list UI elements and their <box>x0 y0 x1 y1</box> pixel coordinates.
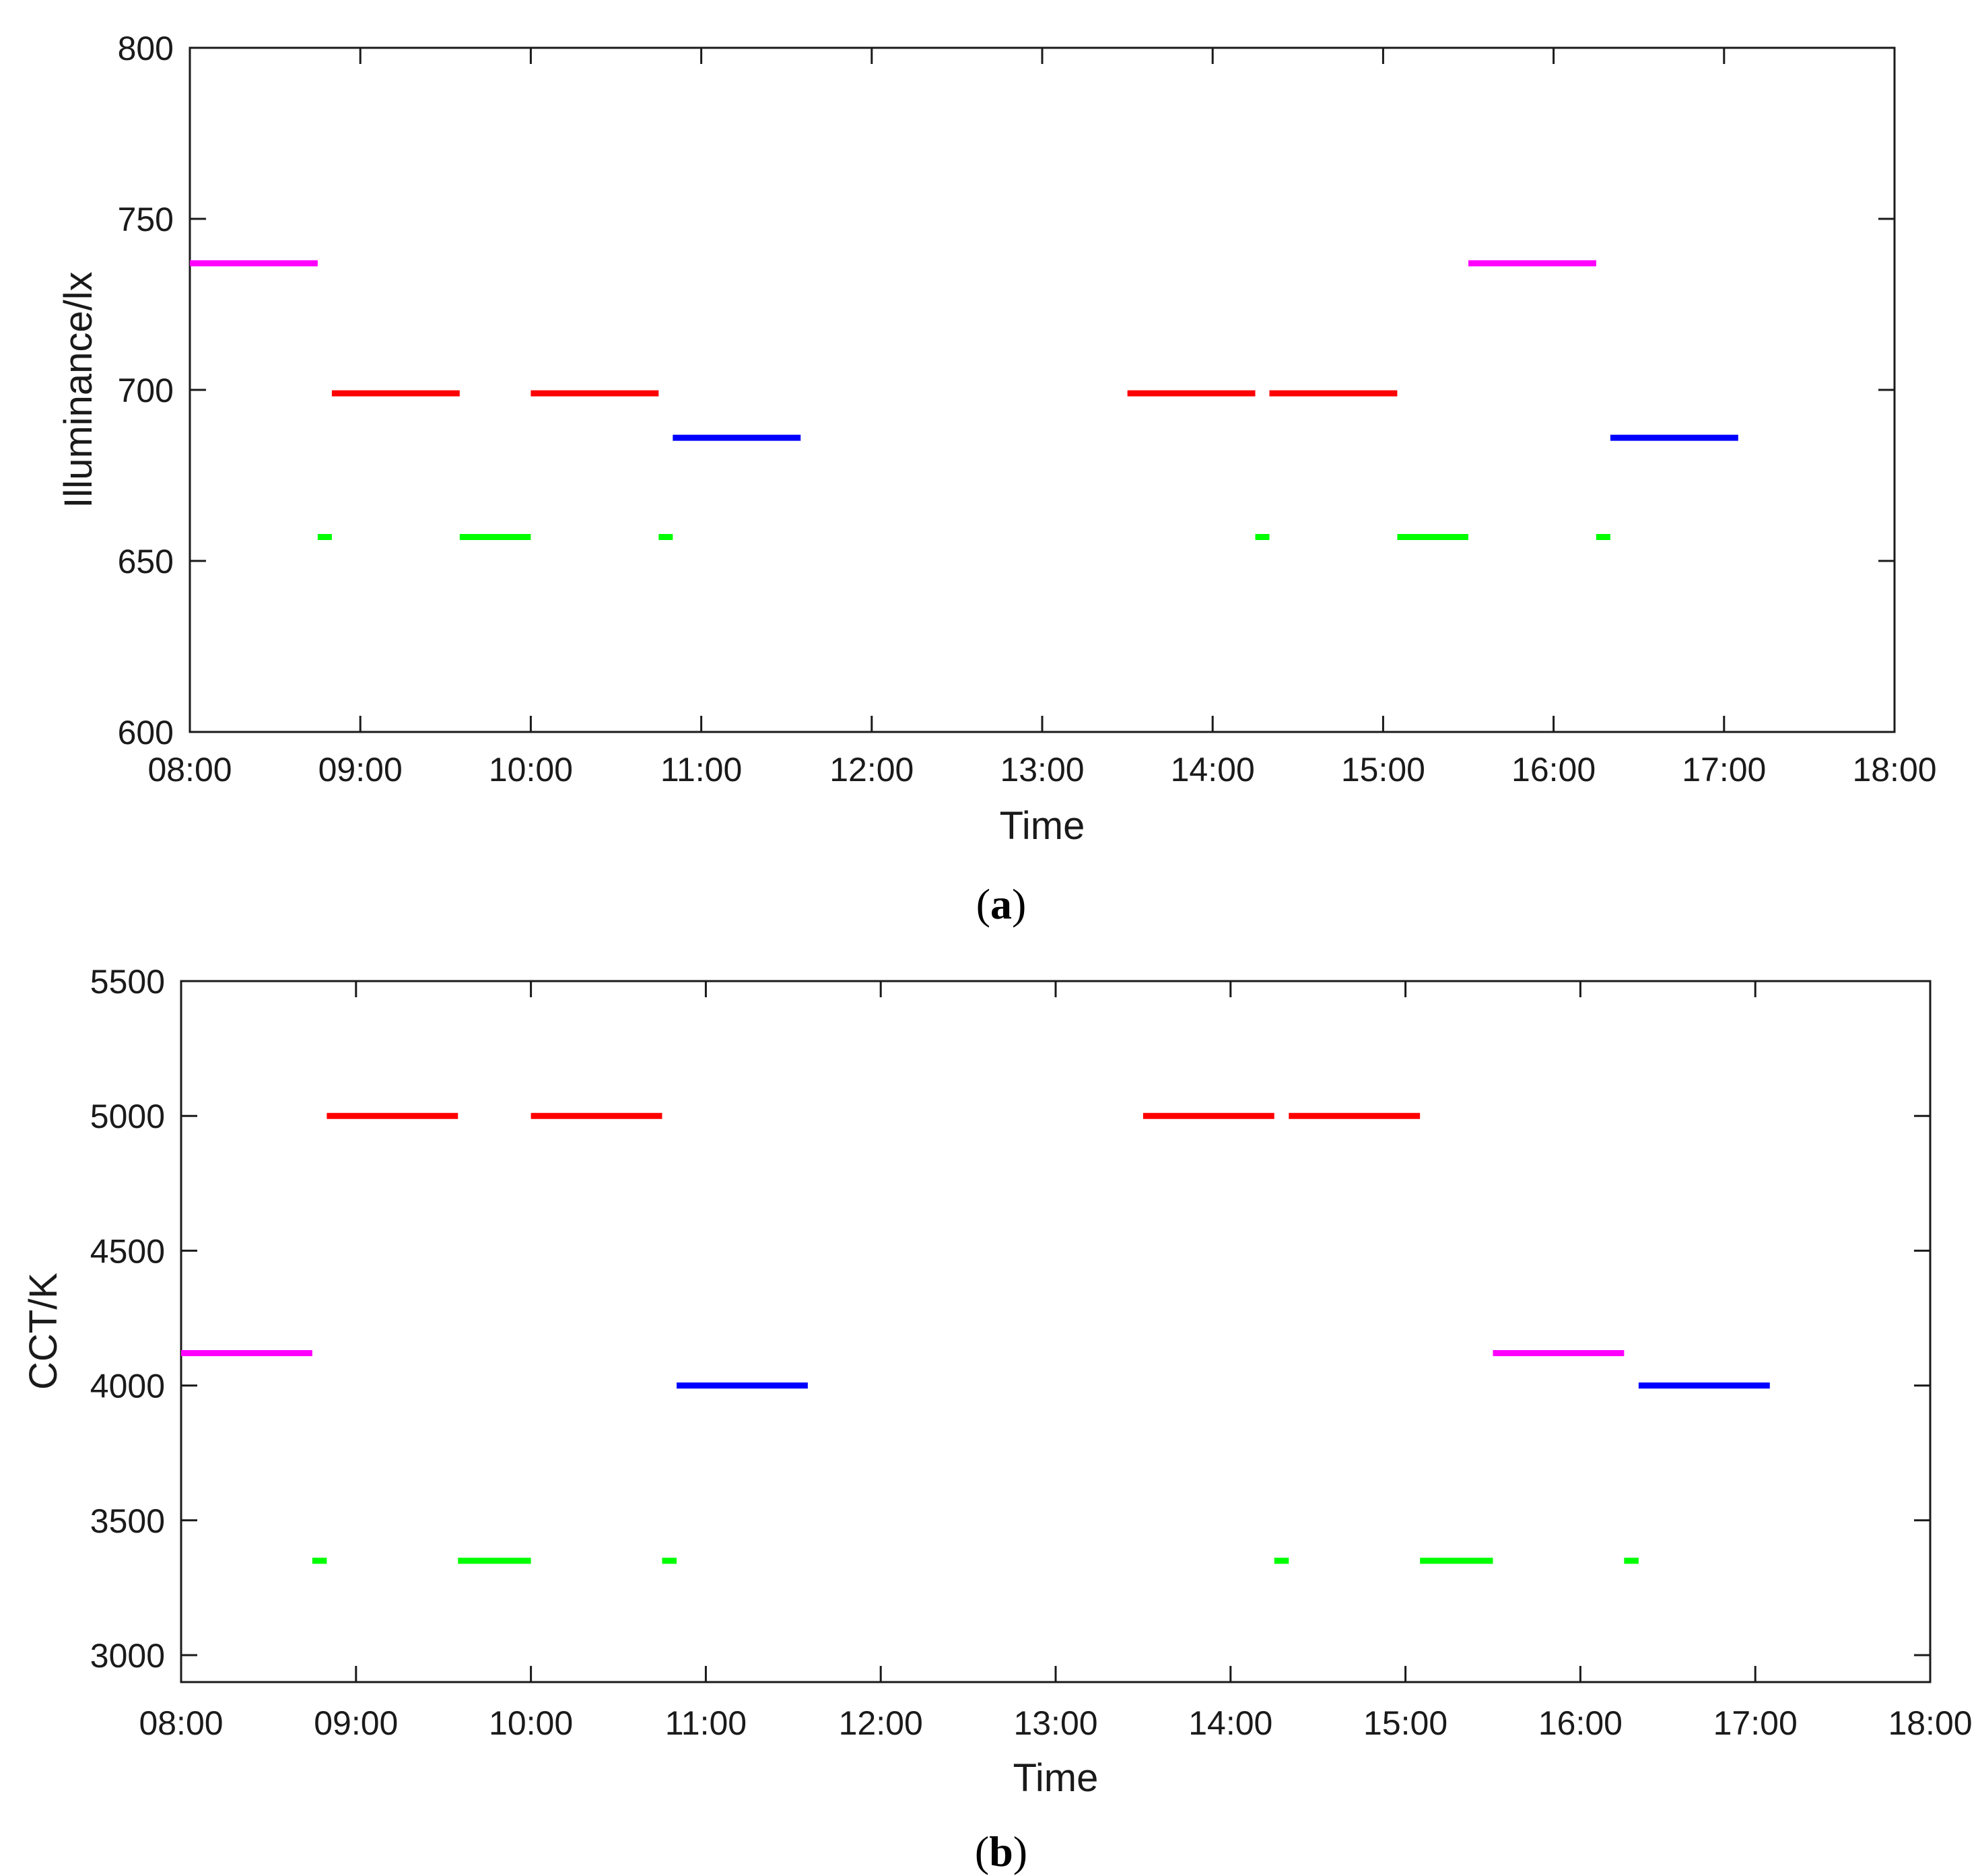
panel-a-illuminance: 08:00 09:00 10:00 11:00 12:00 13:00 14:00 15:00… <box>57 30 1937 928</box>
x-tick-label: 14:00 <box>1171 751 1255 789</box>
panel-a-caption-letter: a <box>990 880 1012 928</box>
x-tick-label: 18:00 <box>1888 1704 1972 1742</box>
panel-b-ticks <box>181 981 1930 1682</box>
x-tick-label: 16:00 <box>1538 1704 1623 1742</box>
panel-b-frame <box>180 980 1932 1683</box>
panel-b-segments <box>181 1112 1770 1564</box>
x-tick-label: 16:00 <box>1511 751 1596 789</box>
y-tick-label: 5000 <box>90 1098 165 1135</box>
x-tick-label: 08:00 <box>139 1704 223 1742</box>
panel-b-caption-letter: b <box>989 1828 1013 1875</box>
x-tick-label: 14:00 <box>1188 1704 1272 1742</box>
x-tick-label: 12:00 <box>829 751 914 789</box>
panel-a-x-axis-title: Time <box>1000 804 1085 848</box>
panel-a-frame <box>189 46 1896 733</box>
panel-a-segments <box>190 260 1738 540</box>
panel-b-y-axis-title: CCT/K <box>22 1273 65 1390</box>
x-tick-label: 11:00 <box>660 751 742 789</box>
y-tick-label: 600 <box>118 714 174 751</box>
x-tick-label: 13:00 <box>1013 1704 1097 1742</box>
y-tick-label: 650 <box>118 543 174 580</box>
x-tick-label: 08:00 <box>147 751 232 789</box>
x-tick-label: 09:00 <box>318 751 403 789</box>
x-tick-label: 09:00 <box>314 1704 398 1742</box>
x-tick-label: 15:00 <box>1363 1704 1447 1742</box>
panel-b-x-axis-title: Time <box>1013 1756 1099 1800</box>
y-tick-label: 750 <box>118 201 174 238</box>
x-tick-label: 10:00 <box>489 1704 573 1742</box>
x-tick-label: 17:00 <box>1713 1704 1798 1742</box>
x-tick-label: 11:00 <box>665 1704 747 1742</box>
panel-a-tick-labels: 08:00 09:00 10:00 11:00 12:00 13:00 14:00 15:00… <box>118 30 1937 789</box>
x-tick-label: 12:00 <box>839 1704 923 1742</box>
y-tick-label: 3500 <box>90 1502 165 1540</box>
panel-a-caption: (a) <box>976 880 1027 928</box>
x-tick-label: 15:00 <box>1341 751 1425 789</box>
x-tick-label: 17:00 <box>1682 751 1766 789</box>
y-tick-label: 5500 <box>90 963 165 1001</box>
panel-a-y-axis-title: Illuminance/lx <box>57 271 100 508</box>
x-tick-label: 10:00 <box>489 751 573 789</box>
y-tick-label: 700 <box>118 372 174 409</box>
panel-b-caption: (b) <box>975 1828 1027 1875</box>
y-tick-label: 4000 <box>90 1368 165 1405</box>
panel-b-cct: 08:00 09:00 10:00 11:00 12:00 13:00 14:00 15:00… <box>22 963 1973 1875</box>
y-tick-label: 4500 <box>90 1232 165 1270</box>
panel-b-tick-labels: 08:00 09:00 10:00 11:00 12:00 13:00 14:00 15:00… <box>90 963 1973 1742</box>
panel-a-ticks <box>190 48 1895 732</box>
x-tick-label: 13:00 <box>1000 751 1084 789</box>
y-tick-label: 800 <box>118 30 174 67</box>
x-tick-label: 18:00 <box>1852 751 1936 789</box>
y-tick-label: 3000 <box>90 1637 165 1675</box>
